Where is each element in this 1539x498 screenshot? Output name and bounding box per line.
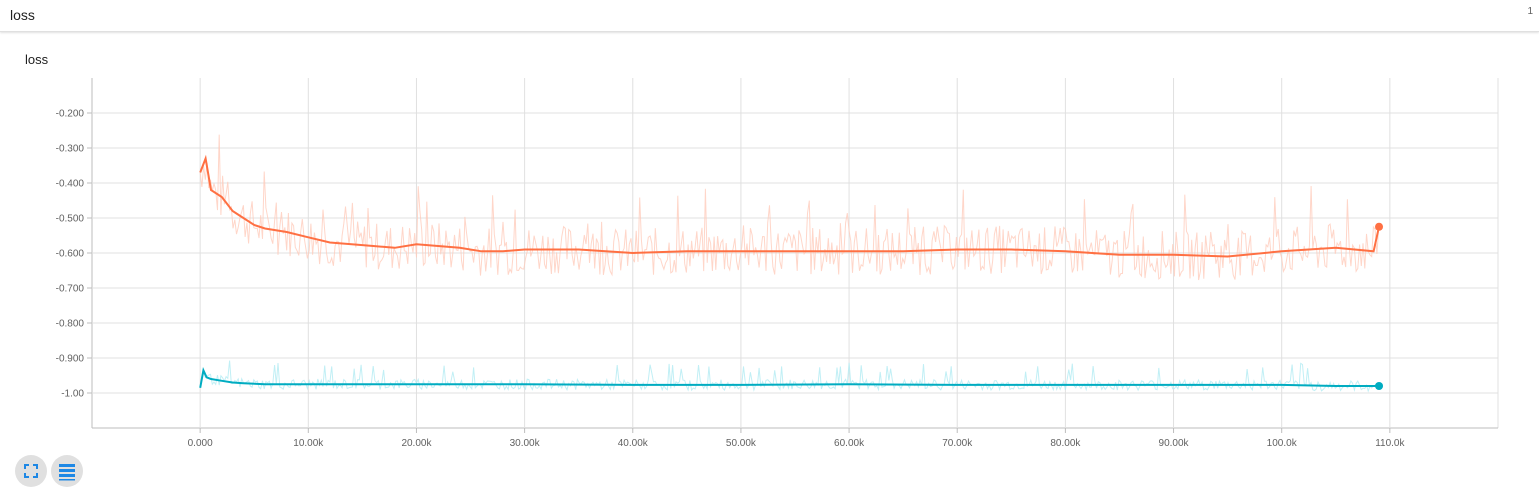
x-tick-label: 80.00k <box>1050 438 1081 449</box>
series-1-raw-line <box>199 360 1380 393</box>
y-tick-label: -0.900 <box>56 354 85 365</box>
y-tick-label: -0.600 <box>56 249 85 260</box>
expand-chart-button[interactable] <box>15 455 47 487</box>
x-tick-label: 90.00k <box>1159 438 1190 449</box>
y-tick-label: -0.400 <box>56 179 85 190</box>
list-icon <box>59 464 75 481</box>
y-tick-label: -0.800 <box>56 319 85 330</box>
x-tick-label: 0.000 <box>188 438 213 449</box>
series-0-line <box>199 154 1380 258</box>
fullscreen-icon <box>24 464 38 478</box>
series-1-line <box>199 366 1379 388</box>
card-title: loss <box>10 7 35 23</box>
y-tick-label: -1.00 <box>61 389 84 400</box>
y-tick-label: -0.700 <box>56 284 85 295</box>
x-tick-label: 100.0k <box>1267 438 1298 449</box>
x-tick-label: 30.00k <box>510 438 541 449</box>
x-tick-label: 60.00k <box>834 438 865 449</box>
x-tick-label: 40.00k <box>618 438 649 449</box>
chart-title: loss <box>25 52 49 67</box>
x-tick-label: 50.00k <box>726 438 757 449</box>
y-tick-label: -0.200 <box>56 109 85 120</box>
x-tick-label: 10.00k <box>293 438 324 449</box>
card-header[interactable]: loss 1 <box>0 0 1539 32</box>
y-tick-label: -0.500 <box>56 214 85 225</box>
series-0-raw-line <box>199 134 1380 281</box>
card-count: 1 <box>1527 6 1533 17</box>
y-tick-label: -0.300 <box>56 144 85 155</box>
x-tick-label: 110.0k <box>1375 438 1405 449</box>
x-tick-label: 70.00k <box>942 438 973 449</box>
series-1-end-point <box>1375 382 1384 390</box>
toggle-data-button[interactable] <box>51 455 83 487</box>
x-tick-label: 20.00k <box>401 438 432 449</box>
series-0-end-point <box>1375 222 1384 231</box>
